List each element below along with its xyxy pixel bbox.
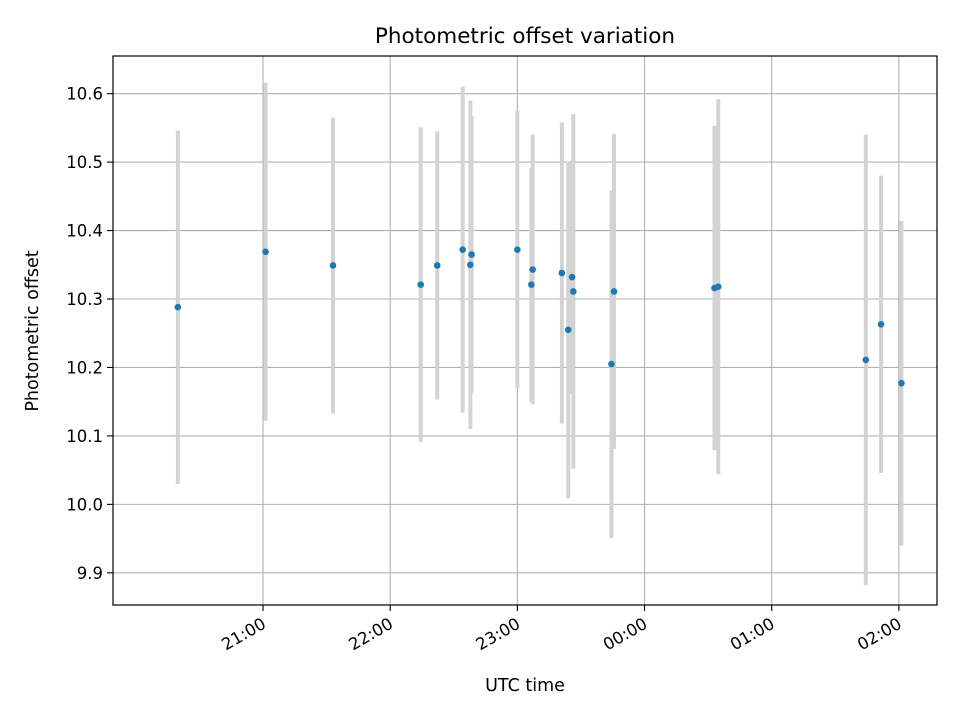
data-point xyxy=(610,288,618,295)
data-point xyxy=(459,246,466,254)
data-point xyxy=(433,262,441,269)
data-point xyxy=(898,379,905,387)
y-tick-label: 10.0 xyxy=(66,495,103,514)
plot-area xyxy=(112,55,938,606)
y-tick-label: 10.3 xyxy=(66,290,103,309)
data-point xyxy=(862,356,870,364)
data-point xyxy=(514,246,521,254)
data-point xyxy=(564,326,572,334)
data-point xyxy=(714,283,722,290)
chart-title: Photometric offset variation xyxy=(375,24,675,49)
y-tick-label: 9.9 xyxy=(77,564,103,583)
y-axis-label: Photometric offset xyxy=(23,250,43,411)
data-point xyxy=(529,266,536,273)
y-tick-label: 10.1 xyxy=(66,427,103,446)
y-tick-label: 10.5 xyxy=(66,153,103,172)
y-tick-label: 10.4 xyxy=(66,222,103,241)
data-point xyxy=(608,360,615,368)
data-point xyxy=(262,248,269,256)
data-points xyxy=(174,246,905,387)
data-point xyxy=(877,321,885,328)
y-tick-label: 10.6 xyxy=(66,85,103,104)
data-point xyxy=(174,303,182,311)
data-point xyxy=(568,273,576,281)
y-tick-label: 10.2 xyxy=(66,358,103,377)
data-point xyxy=(570,288,577,295)
x-axis-label: UTC time xyxy=(485,676,565,696)
data-point xyxy=(329,262,337,269)
data-point xyxy=(468,251,475,258)
data-point xyxy=(528,281,535,288)
data-point xyxy=(558,269,566,277)
data-point xyxy=(467,261,474,269)
data-point xyxy=(417,281,425,288)
